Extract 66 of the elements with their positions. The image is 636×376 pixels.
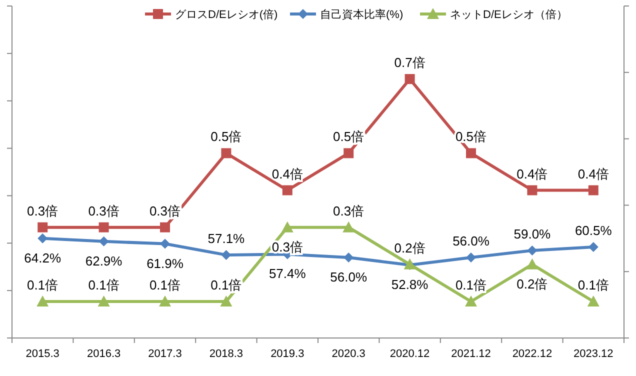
data-label: 0.1倍 (149, 277, 181, 292)
data-label: 0.5倍 (210, 129, 242, 144)
point (159, 295, 171, 306)
data-label: 0.1倍 (455, 277, 487, 292)
point (98, 222, 109, 232)
x-tick-label: 2020.3 (332, 348, 366, 360)
data-label: 0.4倍 (272, 166, 303, 182)
data-label: 62.9% (85, 253, 123, 268)
point (342, 221, 355, 232)
point (588, 242, 598, 252)
x-tick-label: 2018.3 (209, 348, 244, 360)
point (526, 258, 538, 270)
data-label: 0.3倍 (88, 203, 120, 218)
data-label: 52.8% (391, 276, 429, 292)
data-label: 60.5% (574, 223, 612, 238)
point (220, 295, 232, 306)
x-tick-label: 2017.3 (148, 348, 182, 360)
data-label: 0.1倍 (27, 277, 58, 292)
data-label: 0.3倍 (333, 203, 364, 218)
data-label: 0.4倍 (516, 166, 548, 182)
data-label: 64.2% (24, 250, 62, 266)
data-label: 0.1倍 (578, 277, 609, 292)
x-tick-label: 2020.12 (390, 348, 430, 360)
data-label: 57.1% (208, 230, 246, 246)
point (38, 233, 48, 244)
data-label: 0.7倍 (394, 55, 426, 70)
data-label: 0.3倍 (272, 239, 303, 254)
point (160, 238, 170, 249)
data-label: 57.4% (268, 266, 306, 282)
x-tick-label: 2021.12 (451, 348, 491, 360)
data-label: 0.1倍 (88, 277, 120, 292)
legend-label: グロスD/Eレシオ(倍) (175, 8, 278, 21)
point (221, 148, 232, 158)
point (160, 222, 170, 232)
data-label: 56.0% (452, 234, 490, 249)
x-tick-label: 2022.12 (512, 348, 552, 360)
x-tick-label: 2016.3 (86, 348, 121, 360)
point (404, 74, 415, 84)
data-label: 0.3倍 (27, 203, 58, 218)
legend-label: ネットD/Eレシオ（倍） (450, 8, 568, 21)
point (587, 295, 600, 306)
point (98, 295, 110, 306)
point (38, 222, 48, 232)
data-label: 0.2倍 (516, 276, 548, 292)
data-label: 0.4倍 (578, 166, 609, 182)
point (221, 250, 232, 260)
data-label: 61.9% (146, 256, 184, 271)
point (281, 221, 294, 232)
data-label: 56.0% (330, 270, 368, 285)
x-tick-label: 2023.12 (574, 348, 614, 360)
point (466, 148, 476, 158)
point (36, 295, 49, 306)
point (282, 185, 292, 196)
point (588, 185, 598, 196)
point (344, 148, 354, 158)
data-label: 0.2倍 (394, 240, 426, 256)
legend-label: 自己資本比率(%) (320, 8, 404, 21)
point (527, 185, 538, 196)
point (344, 252, 354, 263)
x-tick-label: 2015.3 (26, 348, 60, 360)
point (527, 246, 538, 256)
data-label: 59.0% (514, 226, 552, 242)
point (465, 295, 477, 306)
point (466, 252, 476, 263)
point (98, 236, 109, 246)
x-tick-label: 2019.3 (270, 348, 304, 360)
